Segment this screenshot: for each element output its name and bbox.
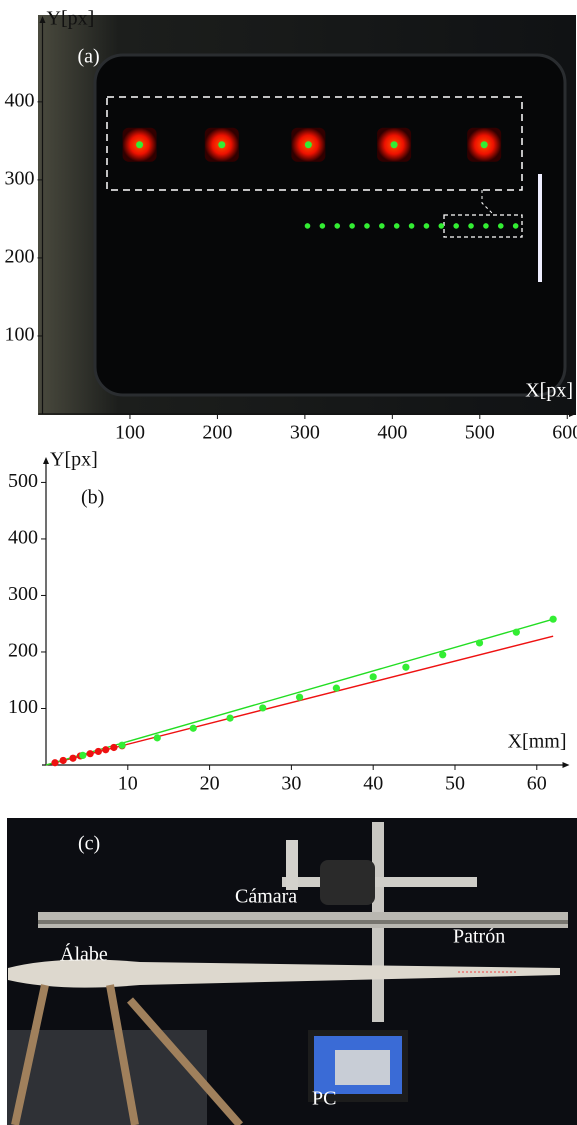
point — [118, 741, 126, 749]
photo-label: Patrón — [453, 926, 505, 948]
point — [512, 628, 520, 636]
blob-center — [218, 141, 226, 149]
point — [295, 693, 304, 701]
blob-center — [136, 141, 144, 149]
y-tick-label: 400 — [8, 527, 38, 549]
x-axis-label: X[px] — [525, 380, 573, 402]
photo — [7, 818, 577, 1125]
point — [226, 714, 234, 722]
point — [369, 673, 377, 681]
y-tick-label: 200 — [8, 640, 38, 662]
panel-label: (c) — [78, 833, 100, 855]
x-tick-label: 200 — [202, 422, 232, 444]
point — [69, 754, 77, 762]
x-tick-label: 30 — [281, 773, 301, 795]
point — [468, 223, 474, 229]
point — [379, 223, 385, 229]
point — [402, 663, 410, 671]
point — [423, 223, 430, 229]
point — [259, 704, 267, 712]
photo-label: PC — [312, 1088, 336, 1110]
point — [438, 223, 445, 229]
blob-center — [390, 141, 398, 149]
panel-label: (b) — [81, 487, 104, 509]
blob-center — [304, 141, 312, 149]
point — [86, 750, 94, 758]
point — [497, 223, 504, 229]
panel-label: (a) — [78, 46, 100, 68]
point — [94, 747, 102, 756]
y-tick-label: 200 — [5, 246, 35, 268]
point — [79, 751, 87, 759]
point — [408, 223, 415, 229]
y-tick-label: 500 — [8, 470, 38, 492]
x-tick-label: 10 — [118, 773, 138, 795]
y-tick-label: 100 — [5, 324, 35, 346]
point — [349, 223, 355, 229]
connector — [481, 190, 493, 214]
point — [332, 684, 340, 692]
y-tick-label: 300 — [8, 583, 38, 605]
point — [512, 223, 519, 229]
point — [102, 746, 110, 754]
x-tick-label: 40 — [363, 773, 383, 795]
x-tick-label: 400 — [377, 422, 407, 444]
x-tick-label: 50 — [445, 773, 465, 795]
y-tick-label: 400 — [5, 89, 35, 111]
point — [549, 615, 557, 623]
x-tick-label: 60 — [527, 773, 547, 795]
y-axis-label: Y[px] — [50, 449, 98, 471]
arrow — [43, 457, 570, 768]
screen — [93, 53, 567, 397]
point — [483, 223, 489, 229]
y-axis-label: Y[px] — [47, 8, 95, 30]
point — [439, 651, 447, 659]
point — [319, 223, 326, 229]
photo-label: Cámara — [235, 886, 297, 908]
point — [453, 223, 459, 229]
point — [334, 223, 341, 229]
x-tick-label: 20 — [200, 773, 220, 795]
point — [189, 724, 197, 732]
highlight-box — [106, 96, 523, 191]
point — [304, 223, 311, 229]
photo-label: Álabe — [60, 943, 108, 966]
point — [59, 756, 67, 765]
x-tick-label: 500 — [465, 422, 495, 444]
x-tick-label: 600 — [552, 422, 577, 444]
point — [110, 743, 118, 752]
x-tick-label: 300 — [290, 422, 320, 444]
x-tick-label: 100 — [115, 422, 145, 444]
fit-line — [45, 618, 554, 766]
point — [153, 734, 161, 742]
blob-center — [480, 141, 488, 149]
point — [393, 223, 400, 229]
x-axis-label: X[mm] — [508, 731, 567, 753]
y-tick-label: 100 — [8, 696, 38, 718]
point — [51, 759, 59, 767]
point — [475, 639, 484, 647]
y-tick-label: 300 — [5, 167, 35, 189]
point — [364, 223, 370, 229]
